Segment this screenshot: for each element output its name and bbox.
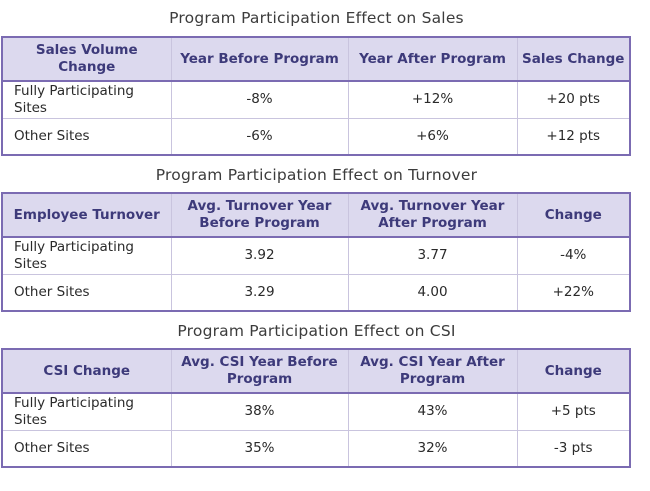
column-header: Change bbox=[516, 348, 631, 394]
table-cell: -6% bbox=[170, 117, 349, 156]
table-cell: 32% bbox=[347, 429, 518, 468]
table-cell: +12 pts bbox=[516, 117, 631, 156]
column-header: Sales Volume Change bbox=[1, 36, 172, 82]
table-cell: -8% bbox=[170, 80, 349, 119]
table-cell: 4.00 bbox=[347, 273, 518, 312]
table-title-sales: Program Participation Effect on Sales bbox=[169, 9, 464, 27]
table-cell: 43% bbox=[347, 392, 518, 431]
table-cell: +6% bbox=[347, 117, 518, 156]
column-header: Sales Change bbox=[516, 36, 631, 82]
table-row: Other Sites 3.29 4.00 +22% bbox=[1, 273, 631, 312]
row-label: Fully Participating Sites bbox=[1, 80, 172, 119]
column-header: Year After Program bbox=[347, 36, 518, 82]
table-cell: +12% bbox=[347, 80, 518, 119]
table-row: Fully Participating Sites 38% 43% +5 pts bbox=[1, 392, 631, 431]
row-label: Fully Participating Sites bbox=[1, 236, 172, 275]
table-row: Other Sites 35% 32% -3 pts bbox=[1, 429, 631, 468]
column-header: Employee Turnover bbox=[1, 192, 172, 238]
column-header: Avg. CSI Year After Program bbox=[347, 348, 518, 394]
table-cell: 3.92 bbox=[170, 236, 349, 275]
sales-table: Sales Volume Change Year Before Program … bbox=[1, 36, 631, 156]
table-row: Other Sites -6% +6% +12 pts bbox=[1, 117, 631, 156]
row-label: Other Sites bbox=[1, 429, 172, 468]
table-cell: 35% bbox=[170, 429, 349, 468]
table-cell: 38% bbox=[170, 392, 349, 431]
turnover-table: Employee Turnover Avg. Turnover Year Bef… bbox=[1, 192, 631, 312]
column-header: CSI Change bbox=[1, 348, 172, 394]
table-cell: +5 pts bbox=[516, 392, 631, 431]
table-cell: -4% bbox=[516, 236, 631, 275]
row-label: Other Sites bbox=[1, 117, 172, 156]
table-cell: +20 pts bbox=[516, 80, 631, 119]
table-title-csi: Program Participation Effect on CSI bbox=[177, 322, 456, 340]
table-cell: 3.77 bbox=[347, 236, 518, 275]
table-cell: +22% bbox=[516, 273, 631, 312]
table-title-turnover: Program Participation Effect on Turnover bbox=[155, 166, 478, 184]
table-cell: -3 pts bbox=[516, 429, 631, 468]
column-header: Avg. Turnover Year After Program bbox=[347, 192, 518, 238]
row-label: Fully Participating Sites bbox=[1, 392, 172, 431]
table-row: Fully Participating Sites -8% +12% +20 p… bbox=[1, 80, 631, 119]
column-header: Avg. Turnover Year Before Program bbox=[170, 192, 349, 238]
column-header: Year Before Program bbox=[170, 36, 349, 82]
table-row: Fully Participating Sites 3.92 3.77 -4% bbox=[1, 236, 631, 275]
row-label: Other Sites bbox=[1, 273, 172, 312]
column-header: Avg. CSI Year Before Program bbox=[170, 348, 349, 394]
csi-table: CSI Change Avg. CSI Year Before Program … bbox=[1, 348, 631, 468]
table-cell: 3.29 bbox=[170, 273, 349, 312]
column-header: Change bbox=[516, 192, 631, 238]
